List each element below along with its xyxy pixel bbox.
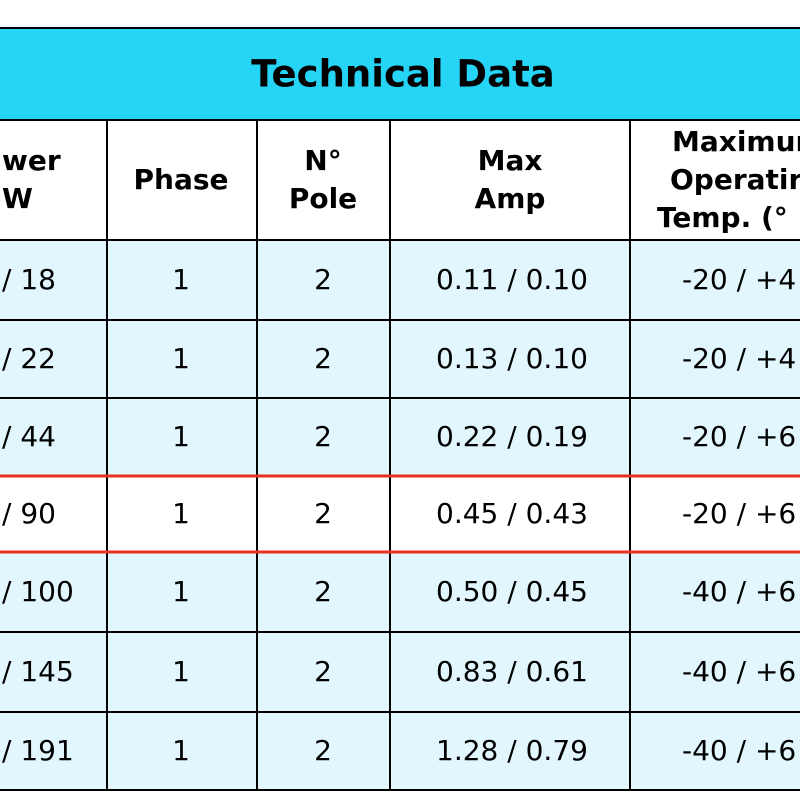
column-header: Operatir: [670, 163, 800, 196]
row-bg: [0, 712, 800, 790]
column-header: Max: [478, 144, 543, 177]
table-cell: / 90: [2, 497, 56, 530]
row-bg: [0, 398, 800, 476]
column-header: Amp: [475, 182, 546, 215]
row-bg: [0, 476, 800, 552]
table-cell: / 18: [2, 263, 56, 296]
table-cell: 1: [172, 655, 190, 688]
table-cell: -40 / +6: [682, 655, 796, 688]
row-bg: [0, 240, 800, 320]
column-header: Maximur: [672, 125, 800, 158]
table-cell: -20 / +4: [682, 342, 796, 375]
table-cell: 1: [172, 497, 190, 530]
table-cell: -20 / +4: [682, 263, 796, 296]
row-bg: [0, 552, 800, 632]
table-cell: -20 / +6: [682, 497, 796, 530]
column-header: Phase: [133, 163, 228, 196]
row-bg: [0, 320, 800, 398]
column-header: W: [2, 182, 33, 215]
table-cell: 0.83 / 0.61: [436, 655, 588, 688]
column-header: wer: [2, 144, 61, 177]
table-cell: 2: [314, 342, 332, 375]
column-header: N°: [304, 144, 341, 177]
table-cell: 0.13 / 0.10: [436, 342, 588, 375]
table-cell: -20 / +6: [682, 420, 796, 453]
table-cell: / 145: [2, 655, 74, 688]
title-band: [0, 28, 800, 120]
table-cell: / 44: [2, 420, 56, 453]
table-cell: -40 / +6: [682, 575, 796, 608]
table-cell: / 22: [2, 342, 56, 375]
table-cell: 2: [314, 263, 332, 296]
table-cell: 1: [172, 420, 190, 453]
table-cell: 1.28 / 0.79: [436, 734, 588, 767]
column-header: Temp. (°: [657, 201, 788, 234]
table-cell: 1: [172, 342, 190, 375]
table-cell: 1: [172, 575, 190, 608]
table-cell: 2: [314, 420, 332, 453]
table-cell: 0.22 / 0.19: [436, 420, 588, 453]
table-cell: 0.50 / 0.45: [436, 575, 588, 608]
table-title: Technical Data: [251, 53, 555, 96]
table-cell: / 100: [2, 575, 74, 608]
row-bg: [0, 632, 800, 712]
table-cell: 2: [314, 734, 332, 767]
column-header: Pole: [289, 182, 357, 215]
table-cell: 0.11 / 0.10: [436, 263, 588, 296]
table-cell: / 191: [2, 734, 74, 767]
table-cell: 2: [314, 575, 332, 608]
table-cell: 0.45 / 0.43: [436, 497, 588, 530]
table-cell: 1: [172, 263, 190, 296]
table-cell: -40 / +6: [682, 734, 796, 767]
table-cell: 2: [314, 497, 332, 530]
table-cell: 1: [172, 734, 190, 767]
table-cell: 2: [314, 655, 332, 688]
